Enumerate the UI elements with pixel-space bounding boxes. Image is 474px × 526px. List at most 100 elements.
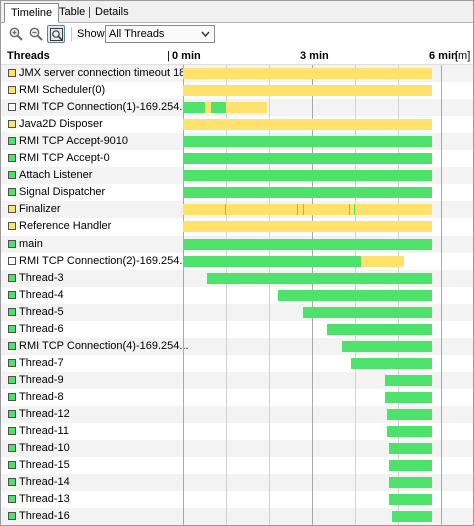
show-filter-dropdown[interactable]: All Threads — [105, 25, 215, 43]
thread-name: main — [19, 237, 43, 250]
thread-name: Thread-10 — [19, 442, 70, 455]
thread-state-swatch — [8, 137, 16, 146]
thread-row[interactable]: RMI TCP Accept-0 — [1, 150, 473, 168]
thread-row[interactable]: Thread-12 — [1, 406, 473, 423]
thread-row[interactable]: Thread-7 — [1, 354, 473, 372]
thread-row[interactable]: Thread-13 — [1, 491, 473, 509]
thread-row[interactable]: Thread-10 — [1, 440, 473, 458]
thread-state-swatch — [8, 358, 16, 367]
zoom-out-icon — [29, 27, 43, 41]
thread-name: Thread-3 — [19, 271, 64, 284]
thread-row[interactable]: Thread-6 — [1, 320, 473, 338]
zoom-fit-icon — [50, 28, 63, 41]
thread-name: Finalizer — [19, 203, 61, 216]
zoom-in-icon — [9, 27, 23, 41]
thread-row[interactable]: Finalizer — [1, 201, 473, 219]
thread-name: Thread-4 — [19, 288, 64, 301]
tab-separator — [89, 7, 90, 18]
thread-row[interactable]: RMI TCP Connection(2)-169.254... — [1, 252, 473, 270]
timeline-unit-label: [m] — [455, 50, 471, 62]
thread-name: Thread-7 — [19, 356, 64, 369]
zoom-fit-button[interactable] — [47, 25, 65, 43]
thread-state-swatch — [8, 205, 16, 214]
thread-row[interactable]: JMX server connection timeout 18 — [1, 65, 473, 82]
thread-row[interactable]: Thread-11 — [1, 423, 473, 441]
thread-name: Signal Dispatcher — [19, 186, 106, 199]
thread-state-swatch — [8, 512, 16, 521]
tab-timeline[interactable]: Timeline — [4, 3, 60, 23]
thread-row[interactable]: RMI TCP Connection(1)-169.254... — [1, 99, 473, 117]
threads-column-title: Threads — [7, 50, 50, 62]
thread-row[interactable]: Thread-3 — [1, 269, 473, 287]
thread-state-swatch — [8, 188, 16, 197]
thread-row[interactable]: Signal Dispatcher — [1, 184, 473, 202]
thread-name: Attach Listener — [19, 169, 93, 182]
thread-state-swatch — [8, 375, 16, 384]
thread-name: Thread-5 — [19, 305, 64, 318]
thread-row[interactable]: Thread-9 — [1, 371, 473, 389]
thread-name: Thread-13 — [19, 493, 70, 506]
zoom-out-button[interactable] — [27, 25, 45, 43]
thread-state-swatch — [8, 427, 16, 436]
thread-row[interactable]: Java2D Disposer — [1, 116, 473, 134]
thread-name: Thread-6 — [19, 322, 64, 335]
thread-row[interactable]: main — [1, 235, 473, 253]
thread-name: Thread-15 — [19, 459, 70, 472]
tick-label-3: 3 min — [300, 50, 329, 62]
thread-state-swatch — [8, 341, 16, 350]
thread-state-swatch — [8, 103, 16, 112]
thread-state-swatch — [8, 239, 16, 248]
view-tab-strip: Timeline Table Details — [1, 1, 473, 23]
thread-row[interactable]: RMI Scheduler(0) — [1, 82, 473, 100]
thread-name: Thread-16 — [19, 510, 70, 523]
thread-state-swatch — [8, 444, 16, 453]
thread-name: Thread-14 — [19, 476, 70, 489]
tick-label-6: 6 min — [429, 50, 458, 62]
zoom-in-button[interactable] — [7, 25, 25, 43]
thread-name: RMI TCP Accept-9010 — [19, 135, 129, 148]
thread-name: RMI TCP Connection(2)-169.254... — [19, 254, 189, 267]
thread-state-swatch — [8, 495, 16, 504]
thread-name: Thread-8 — [19, 390, 64, 403]
timeline-start-bracket: | — [167, 50, 170, 62]
thread-state-swatch — [8, 273, 16, 282]
thread-state-swatch — [8, 120, 16, 129]
thread-state-swatch — [8, 171, 16, 180]
thread-state-swatch — [8, 86, 16, 95]
thread-state-swatch — [8, 290, 16, 299]
thread-name: RMI TCP Accept-0 — [19, 152, 110, 165]
thread-name: RMI Scheduler(0) — [19, 84, 106, 97]
thread-state-swatch — [8, 222, 16, 231]
show-filter-value: All Threads — [109, 28, 165, 40]
thread-state-swatch — [8, 410, 16, 418]
toolbar-separator — [71, 27, 72, 41]
tab-table[interactable]: Table — [59, 6, 86, 18]
thread-state-swatch — [8, 478, 16, 487]
thread-name: JMX server connection timeout 18 — [19, 67, 186, 79]
thread-name: RMI TCP Connection(4)-169.254... — [19, 339, 189, 352]
thread-state-swatch — [8, 154, 16, 163]
timeline-header: Threads | 0 min 3 min 6 min [m] — [1, 47, 473, 65]
thread-row[interactable]: Reference Handler — [1, 218, 473, 236]
thread-state-swatch — [8, 69, 16, 77]
chevron-down-icon — [201, 31, 210, 38]
thread-name: Thread-9 — [19, 373, 64, 386]
thread-row[interactable]: Attach Listener — [1, 167, 473, 185]
thread-name: Reference Handler — [19, 220, 112, 233]
thread-row[interactable]: RMI TCP Accept-9010 — [1, 133, 473, 151]
thread-row[interactable]: Thread-5 — [1, 303, 473, 321]
thread-row[interactable]: Thread-15 — [1, 457, 473, 475]
thread-row[interactable]: RMI TCP Connection(4)-169.254... — [1, 337, 473, 355]
thread-state-swatch — [8, 324, 16, 333]
thread-row[interactable]: Thread-8 — [1, 388, 473, 406]
thread-state-swatch — [8, 256, 16, 265]
thread-name: Java2D Disposer — [19, 118, 103, 131]
tab-details[interactable]: Details — [95, 6, 129, 18]
thread-name: RMI TCP Connection(1)-169.254... — [19, 101, 189, 114]
thread-row[interactable]: Thread-4 — [1, 286, 473, 304]
thread-state-swatch — [8, 461, 16, 470]
thread-row[interactable]: Thread-16 — [1, 508, 473, 526]
thread-state-swatch — [8, 392, 16, 401]
thread-row[interactable]: Thread-14 — [1, 474, 473, 492]
